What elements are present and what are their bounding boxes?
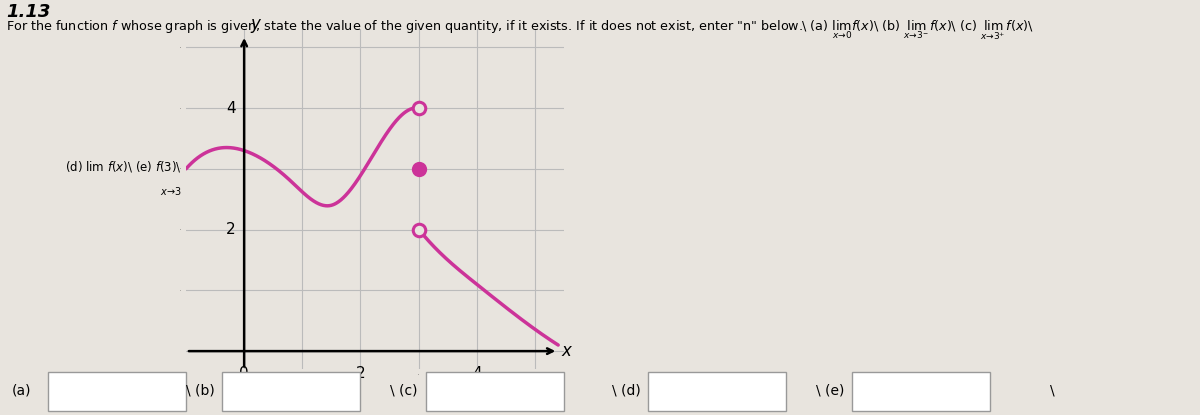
- Text: 4: 4: [472, 366, 481, 381]
- Text: 1.13: 1.13: [6, 2, 50, 21]
- Text: (a): (a): [12, 383, 31, 397]
- Text: \ (c): \ (c): [390, 383, 418, 397]
- Text: \: \: [1050, 383, 1055, 397]
- Text: For the function $f$ whose graph is given, state the value of the given quantity: For the function $f$ whose graph is give…: [6, 18, 1034, 42]
- Text: $x\!\to\!3$: $x\!\to\!3$: [160, 185, 182, 197]
- Text: 4: 4: [226, 100, 235, 115]
- Text: \ (e): \ (e): [816, 383, 845, 397]
- FancyBboxPatch shape: [852, 372, 990, 411]
- Text: (d) lim $f(x)$\ (e) $f(3)$\: (d) lim $f(x)$\ (e) $f(3)$\: [65, 159, 182, 173]
- FancyBboxPatch shape: [426, 372, 564, 411]
- Text: 2: 2: [226, 222, 235, 237]
- FancyBboxPatch shape: [222, 372, 360, 411]
- FancyBboxPatch shape: [48, 372, 186, 411]
- FancyBboxPatch shape: [648, 372, 786, 411]
- Text: $x$: $x$: [562, 342, 574, 360]
- Text: $y$: $y$: [250, 17, 263, 35]
- Text: 0: 0: [239, 366, 248, 381]
- Text: \ (b): \ (b): [186, 383, 215, 397]
- Text: 2: 2: [355, 366, 365, 381]
- Text: \ (d): \ (d): [612, 383, 641, 397]
